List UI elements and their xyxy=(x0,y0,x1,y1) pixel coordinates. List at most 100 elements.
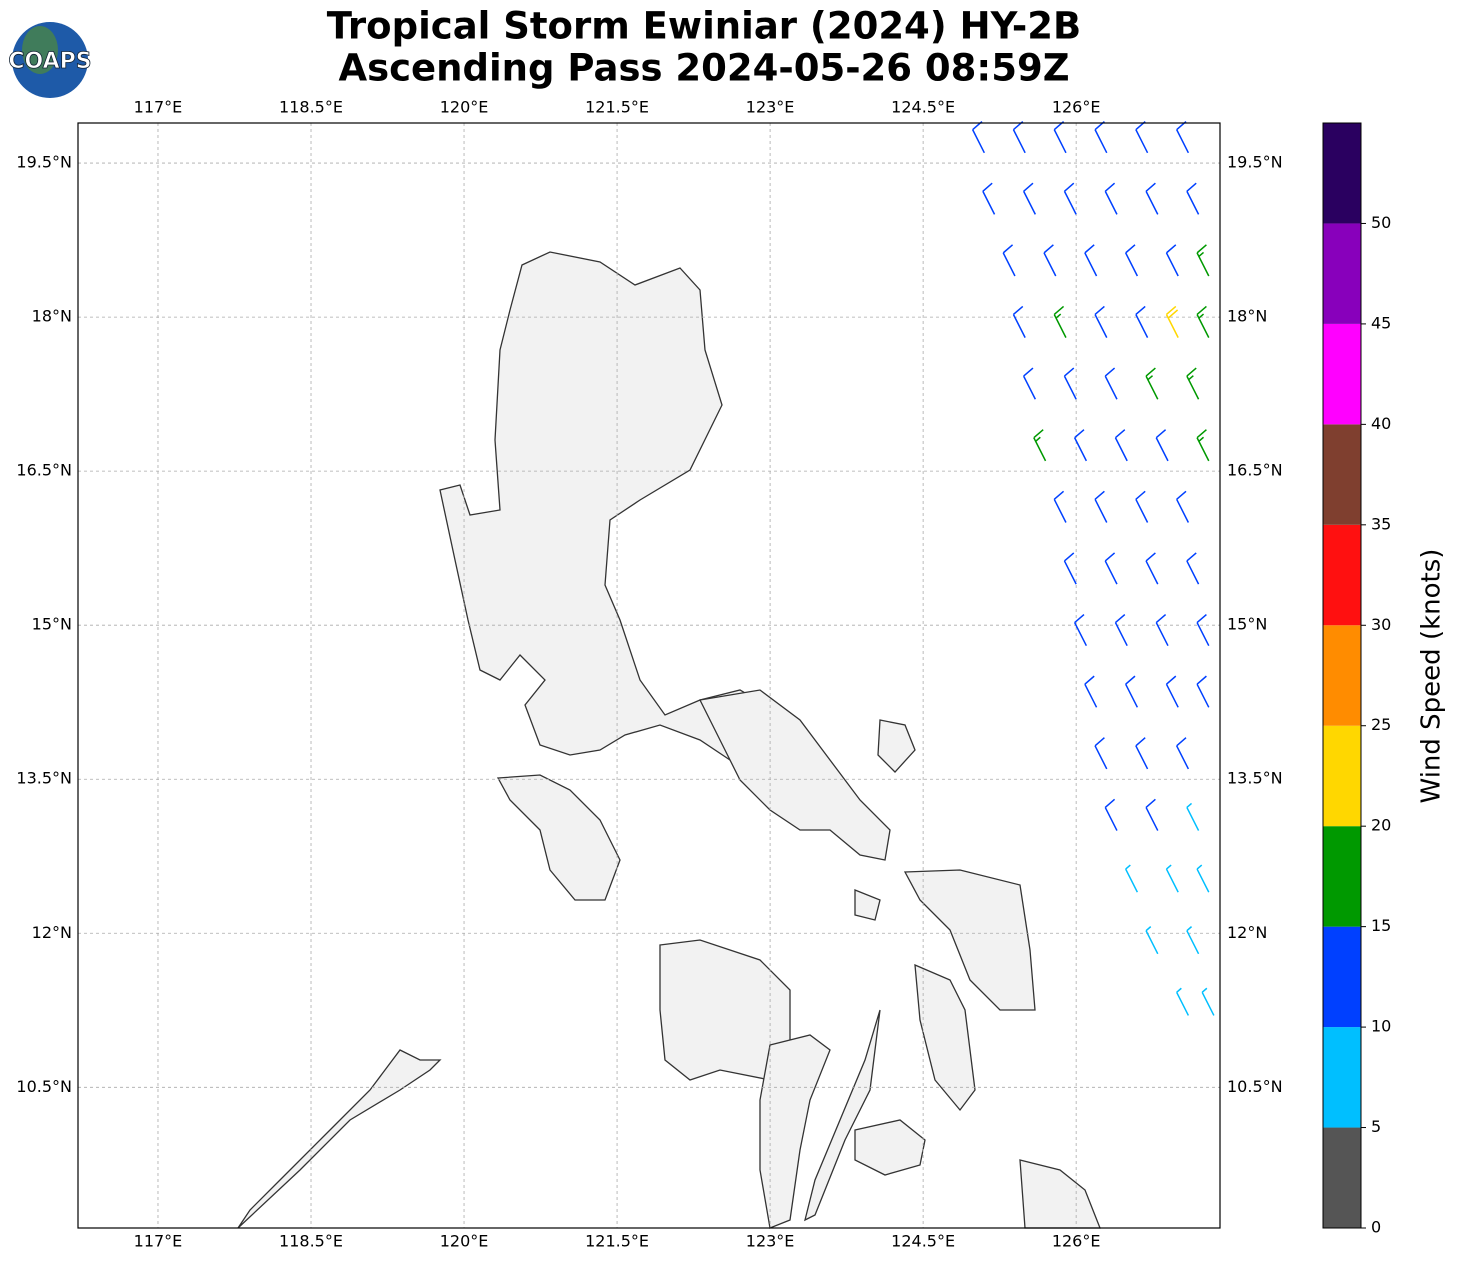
colorbar-segment xyxy=(1323,1127,1361,1228)
x-tick-label: 118.5°E xyxy=(279,1232,343,1251)
wind-barb xyxy=(1135,305,1149,338)
x-tick-label: 121.5°E xyxy=(585,98,649,117)
colorbar-tick-label: 5 xyxy=(1371,1117,1381,1136)
wind-barb xyxy=(1043,244,1057,277)
wind-barb xyxy=(1186,802,1200,831)
wind-barb xyxy=(1176,737,1190,770)
y-tick-label: 15°N xyxy=(32,615,72,634)
wind-barb xyxy=(1022,367,1037,400)
wind-barb xyxy=(1053,121,1067,154)
wind-barb xyxy=(1104,798,1118,831)
wind-barb xyxy=(1186,552,1200,585)
wind-barb xyxy=(1002,244,1016,277)
wind-barb xyxy=(1124,244,1139,277)
x-tick-label: 124.5°E xyxy=(891,98,955,117)
wind-barb xyxy=(1155,429,1169,462)
wind-barb xyxy=(1196,675,1210,708)
colorbar-segment xyxy=(1323,625,1361,726)
wind-barb xyxy=(1145,552,1159,585)
y-tick-label: 12°N xyxy=(1227,923,1267,942)
colorbar-label: Wind Speed (knots) xyxy=(1417,549,1447,804)
wind-barb xyxy=(1073,429,1088,462)
negros xyxy=(759,1034,831,1229)
y-tick-label: 12°N xyxy=(32,923,72,942)
wind-barb xyxy=(982,182,996,215)
wind-barb xyxy=(1155,613,1169,647)
colorbar: 0 5 10 15 20 25 30 35 40 45 50 xyxy=(1322,122,1391,1237)
wind-barb xyxy=(1145,367,1159,400)
x-tick-label: 117°E xyxy=(134,98,183,117)
wind-barb xyxy=(1094,121,1108,154)
wind-barb xyxy=(1196,613,1210,647)
x-tick-label: 124.5°E xyxy=(891,1232,955,1251)
samar xyxy=(903,869,1036,1011)
wind-barb xyxy=(1084,244,1098,277)
y-tick-label: 16.5°N xyxy=(16,461,72,480)
wind-barb xyxy=(1145,926,1159,955)
x-tick-label: 121.5°E xyxy=(585,1232,649,1251)
x-tick-label: 120°E xyxy=(440,98,489,117)
colorbar-tick-label: 0 xyxy=(1371,1218,1381,1237)
wind-barb xyxy=(1196,244,1210,277)
wind-barb xyxy=(1165,675,1179,708)
wind-barb xyxy=(1196,305,1210,338)
colorbar-tick-label: 30 xyxy=(1371,615,1391,634)
y-tick-label: 19.5°N xyxy=(16,153,72,172)
y-tick-label: 18°N xyxy=(32,307,72,326)
wind-barb xyxy=(1201,987,1215,1016)
logo-land xyxy=(22,26,58,74)
y-tick-label: 13.5°N xyxy=(1227,769,1283,788)
colorbar-tick-label: 10 xyxy=(1371,1017,1391,1036)
title-line: Ascending Pass 2024-05-26 08:59Z xyxy=(338,47,1069,90)
x-tick-label: 120°E xyxy=(440,1232,489,1251)
y-tick-label: 18°N xyxy=(1227,307,1267,326)
x-tick-label: 118.5°E xyxy=(279,98,343,117)
wind-barb xyxy=(1073,613,1088,647)
x-tick-label: 126°E xyxy=(1052,98,1101,117)
x-tick-label: 117°E xyxy=(134,1232,183,1251)
wind-barb xyxy=(1135,737,1149,770)
colorbar-tick-label: 15 xyxy=(1371,916,1391,935)
wind-barb xyxy=(1094,490,1108,523)
colorbar-segment xyxy=(1323,926,1361,1028)
bohol xyxy=(854,1119,926,1176)
wind-barb xyxy=(1165,244,1179,277)
mindoro xyxy=(496,774,621,901)
wind-barb xyxy=(1033,429,1047,462)
wind-barb xyxy=(1053,305,1067,338)
wind-barb xyxy=(1124,675,1139,708)
colorbar-segment xyxy=(1323,223,1361,324)
wind-barb xyxy=(1104,182,1118,215)
colorbar-tick-label: 45 xyxy=(1371,313,1391,332)
grid: 117°E 117°E 118.5°E 118.5°E 120°E 120°E 121.5°… xyxy=(16,98,1282,1251)
wind-barb xyxy=(1022,182,1037,215)
bicol xyxy=(699,689,891,861)
y-tick-label: 10.5°N xyxy=(16,1077,72,1096)
wind-barb xyxy=(1124,864,1139,893)
y-tick-label: 16.5°N xyxy=(1227,461,1283,480)
map-frame xyxy=(77,122,1221,1229)
wind-barb xyxy=(971,121,986,154)
x-tick-label: 126°E xyxy=(1052,1232,1101,1251)
logo: COAPS xyxy=(8,22,92,98)
colorbar-segment xyxy=(1323,1027,1361,1128)
wind-barb xyxy=(1196,429,1210,462)
catanduanes xyxy=(877,719,916,773)
wind-barb xyxy=(1176,490,1190,523)
wind-barb xyxy=(1114,429,1128,462)
title-line: Tropical Storm Ewiniar (2024) HY-2B xyxy=(327,5,1081,48)
wind-barb xyxy=(1012,121,1026,154)
wind-barb xyxy=(1084,675,1098,708)
wind-barbs xyxy=(971,121,1215,1016)
land xyxy=(237,251,1101,1229)
colorbar-segment xyxy=(1323,424,1361,525)
wind-barb xyxy=(1104,552,1118,585)
colorbar-tick-label: 35 xyxy=(1371,514,1391,533)
wind-barb xyxy=(1176,121,1190,154)
colorbar-tick-label: 25 xyxy=(1371,715,1391,734)
wind-barb xyxy=(1196,864,1210,893)
wind-barb xyxy=(1186,182,1200,215)
colorbar-segment xyxy=(1323,826,1361,927)
wind-barb xyxy=(1135,490,1149,523)
colorbar-segment xyxy=(1323,725,1361,827)
